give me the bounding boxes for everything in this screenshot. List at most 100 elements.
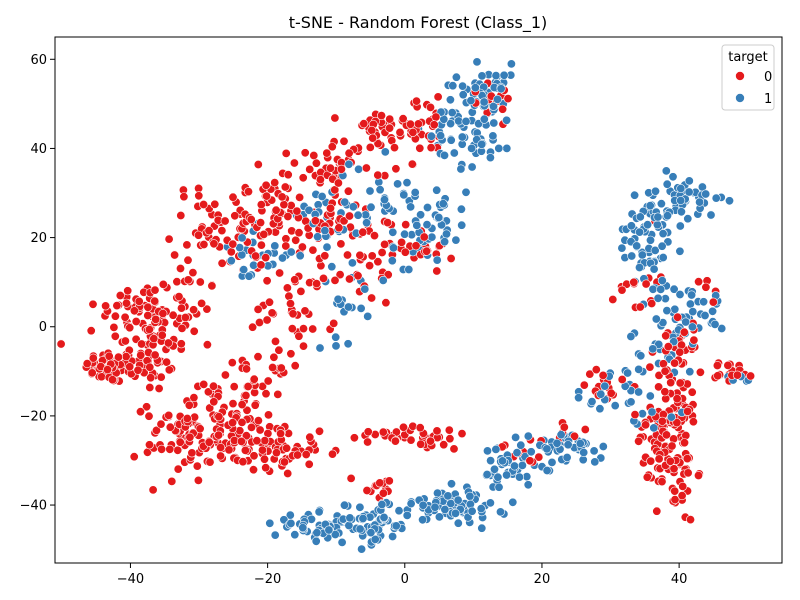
data-point-class-0 — [279, 200, 289, 210]
data-point-class-1 — [595, 404, 605, 414]
data-point-class-0 — [661, 331, 671, 341]
data-point-class-0 — [289, 158, 299, 168]
data-point-class-0 — [390, 436, 400, 446]
data-point-class-0 — [304, 459, 314, 469]
data-point-class-1 — [434, 512, 444, 522]
data-point-class-0 — [164, 410, 174, 420]
data-point-class-0 — [432, 426, 442, 436]
data-point-class-1 — [270, 530, 280, 540]
data-point-class-0 — [87, 368, 97, 378]
data-point-class-1 — [388, 227, 398, 237]
data-point-class-0 — [708, 297, 718, 307]
data-point-class-0 — [579, 380, 589, 390]
data-point-class-0 — [247, 422, 257, 432]
data-point-class-0 — [131, 316, 141, 326]
data-point-class-1 — [379, 512, 389, 522]
data-point-class-0 — [591, 365, 601, 375]
data-point-class-0 — [145, 440, 155, 450]
data-point-class-1 — [388, 531, 398, 541]
data-point-class-0 — [413, 119, 423, 129]
data-point-class-0 — [367, 125, 377, 135]
data-point-class-0 — [214, 412, 224, 422]
data-point-class-0 — [713, 371, 723, 381]
data-point-class-0 — [158, 308, 168, 318]
data-point-class-1 — [669, 284, 679, 294]
data-point-class-1 — [499, 70, 509, 80]
data-point-class-1 — [508, 497, 518, 507]
data-point-class-1 — [687, 322, 697, 332]
data-point-class-0 — [406, 435, 416, 445]
data-point-class-0 — [228, 399, 238, 409]
data-point-class-0 — [287, 324, 297, 334]
data-point-class-0 — [407, 159, 417, 169]
data-point-class-1 — [656, 284, 666, 294]
data-point-class-0 — [330, 113, 340, 123]
data-point-class-1 — [387, 256, 397, 266]
data-point-class-0 — [384, 476, 394, 486]
data-point-class-0 — [253, 416, 263, 426]
data-point-class-0 — [679, 327, 689, 337]
data-point-class-1 — [645, 235, 655, 245]
data-point-class-1 — [496, 84, 506, 94]
data-point-class-0 — [88, 299, 98, 309]
data-point-class-1 — [443, 491, 453, 501]
data-point-class-0 — [298, 341, 308, 351]
data-point-class-0 — [263, 376, 273, 386]
data-point-class-0 — [109, 322, 119, 332]
data-point-class-0 — [380, 239, 390, 249]
data-point-class-0 — [283, 212, 293, 222]
data-point-class-1 — [552, 438, 562, 448]
data-point-class-1 — [311, 536, 321, 546]
data-point-class-0 — [657, 416, 667, 426]
data-point-class-1 — [509, 461, 519, 471]
data-point-class-0 — [184, 400, 194, 410]
data-point-class-0 — [149, 334, 159, 344]
data-point-class-0 — [154, 383, 164, 393]
data-point-class-1 — [375, 185, 385, 195]
data-point-class-1 — [406, 202, 416, 212]
data-point-class-1 — [589, 446, 599, 456]
data-point-class-0 — [179, 192, 189, 202]
x-tick-label: −20 — [254, 572, 281, 587]
data-point-class-0 — [220, 370, 230, 380]
data-point-class-0 — [283, 170, 293, 180]
data-point-class-0 — [675, 378, 685, 388]
data-point-class-0 — [677, 491, 687, 501]
data-point-class-0 — [194, 191, 204, 201]
data-point-class-0 — [308, 324, 318, 334]
y-tick-label: 40 — [30, 142, 47, 157]
data-point-class-0 — [156, 372, 166, 382]
data-point-class-0 — [646, 456, 656, 466]
data-point-class-0 — [157, 444, 167, 454]
data-point-class-0 — [405, 119, 415, 129]
data-point-class-0 — [143, 310, 153, 320]
data-point-class-1 — [666, 412, 676, 422]
y-axis: −40 −20 0 20 40 60 — [20, 53, 55, 514]
data-point-class-1 — [286, 518, 296, 528]
data-point-class-0 — [274, 345, 284, 355]
data-point-class-0 — [164, 234, 174, 244]
data-point-class-0 — [373, 139, 383, 149]
data-point-class-0 — [146, 373, 156, 383]
data-point-class-0 — [251, 251, 261, 261]
data-point-class-0 — [210, 199, 220, 209]
data-point-class-1 — [635, 227, 645, 237]
data-point-class-0 — [216, 451, 226, 461]
data-point-class-0 — [320, 251, 330, 261]
data-point-class-1 — [547, 457, 557, 467]
data-point-class-1 — [627, 251, 637, 261]
data-point-class-0 — [240, 445, 250, 455]
data-point-class-0 — [237, 400, 247, 410]
data-point-class-0 — [425, 102, 435, 112]
data-point-class-1 — [312, 528, 322, 538]
data-point-class-1 — [658, 229, 668, 239]
data-point-class-0 — [685, 515, 695, 525]
data-point-class-0 — [241, 431, 251, 441]
data-point-class-0 — [330, 185, 340, 195]
data-point-class-1 — [298, 523, 308, 533]
data-point-class-0 — [672, 394, 682, 404]
data-point-class-1 — [456, 164, 466, 174]
data-point-class-0 — [654, 382, 664, 392]
data-point-class-1 — [479, 114, 489, 124]
data-point-class-1 — [562, 452, 572, 462]
